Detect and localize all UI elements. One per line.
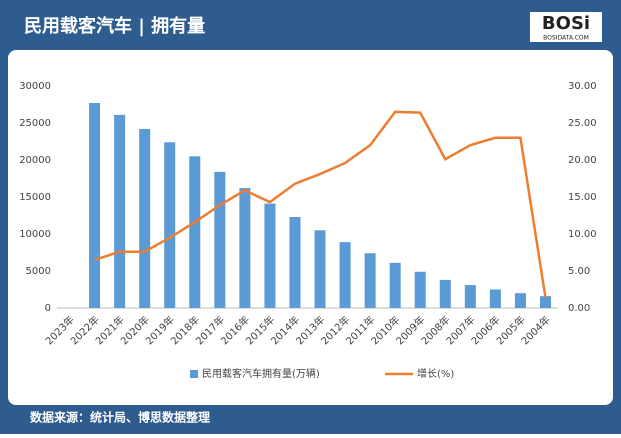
bar <box>114 114 126 308</box>
bar <box>464 285 476 308</box>
logo: BOSi <box>542 13 590 34</box>
y2-tick-label: 25.00 <box>568 118 597 129</box>
bar <box>364 253 376 308</box>
bar <box>514 293 526 308</box>
bar <box>239 188 251 308</box>
title: 民用载客汽车 | 拥有量 <box>24 15 205 37</box>
y2-tick-label: 15.00 <box>568 192 597 203</box>
bar <box>389 262 401 308</box>
y-tick-label: 15000 <box>19 192 51 203</box>
logo-sub: BOSIDATA.COM <box>543 35 589 42</box>
source: 数据来源：统计局、博思数据整理 <box>30 410 210 425</box>
y-tick-label: 30000 <box>19 81 51 92</box>
bar <box>164 142 176 308</box>
y-tick-label: 0 <box>45 303 51 314</box>
y2-tick-label: 10.00 <box>568 229 597 240</box>
bar <box>414 271 426 308</box>
y-tick-label: 10000 <box>19 229 51 240</box>
panel <box>8 50 613 405</box>
y2-tick-label: 0.00 <box>568 303 590 314</box>
bar <box>264 203 276 308</box>
bar <box>314 230 326 308</box>
bar <box>489 289 501 308</box>
bar <box>289 216 301 308</box>
y2-tick-label: 5.00 <box>568 266 590 277</box>
bar <box>539 296 551 308</box>
y2-tick-label: 20.00 <box>568 155 597 166</box>
bar <box>189 156 201 308</box>
bar <box>214 171 226 308</box>
bar <box>139 128 151 308</box>
y-tick-label: 25000 <box>19 118 51 129</box>
bar <box>439 279 451 308</box>
legend-swatch <box>190 370 198 378</box>
line <box>94 110 547 298</box>
y2-tick-label: 30.00 <box>568 81 597 92</box>
legend-label: 民用载客汽车拥有量(万辆) <box>202 367 320 380</box>
legend-label: 增长(%) <box>417 367 454 380</box>
y-tick-label: 20000 <box>19 155 51 166</box>
bar <box>339 242 351 308</box>
logo-box <box>530 12 602 42</box>
y-tick-label: 5000 <box>26 266 51 277</box>
bar <box>89 103 101 309</box>
